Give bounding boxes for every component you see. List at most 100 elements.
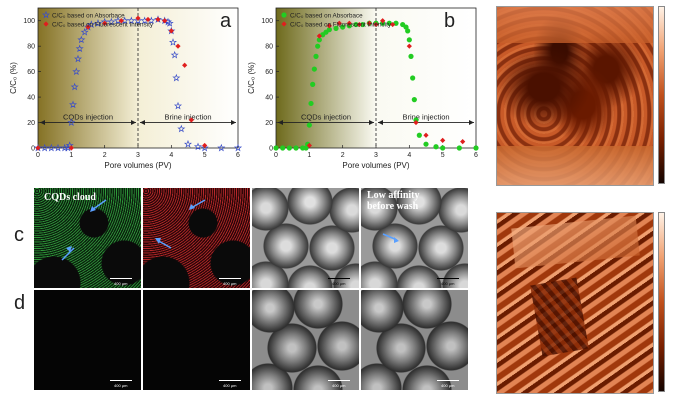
x-axis-label: Pore volumes (PV) <box>104 161 171 170</box>
arrow-head <box>369 120 374 126</box>
data-point <box>145 16 151 23</box>
y-tick-label: 0 <box>269 146 273 153</box>
legend-marker <box>281 12 287 18</box>
data-point <box>200 143 209 152</box>
data-point <box>127 16 136 25</box>
data-point <box>280 145 286 151</box>
micrograph-d-red: 400 μm <box>143 290 250 390</box>
micrograph-d-bright2: 400 μm <box>361 290 468 390</box>
arrow-head <box>40 120 45 126</box>
data-point <box>313 53 319 59</box>
data-point <box>133 16 143 25</box>
data-point <box>473 145 479 151</box>
data-point <box>183 139 193 148</box>
micrograph-c-bright2: Low affinity before wash 400 μm <box>361 188 468 288</box>
data-point <box>273 145 279 151</box>
x-tick-label: 2 <box>341 152 345 159</box>
y-tick-label: 20 <box>265 120 273 127</box>
data-point <box>286 145 292 151</box>
data-point <box>456 145 462 151</box>
y-tick-label: 20 <box>27 120 35 127</box>
x-tick-label: 3 <box>136 152 140 159</box>
data-point <box>293 145 299 151</box>
data-point <box>308 100 314 107</box>
data-point <box>93 19 103 27</box>
legend-label: C/C₀ based on Absorbace <box>52 12 125 19</box>
afm-top-bright-band <box>497 7 653 43</box>
data-point <box>173 101 183 110</box>
data-point <box>155 16 161 23</box>
annotation-cqds-injection: CQDs injection <box>63 113 113 122</box>
data-point <box>68 100 78 109</box>
data-point <box>53 143 63 152</box>
panel-label-a: a <box>220 10 232 32</box>
data-point <box>162 18 168 24</box>
micrograph-c-bright1: 400 μm <box>252 188 359 288</box>
scale-label: 400 μm <box>114 383 128 388</box>
scale-label: 400 μm <box>441 281 455 286</box>
data-point <box>40 143 49 152</box>
data-point <box>85 24 91 30</box>
arrow-head <box>469 120 474 126</box>
data-point <box>340 24 346 30</box>
data-point <box>423 141 429 147</box>
y-tick-label: 40 <box>265 95 273 102</box>
x-tick-label: 2 <box>103 152 107 159</box>
y-tick-label: 60 <box>265 69 273 76</box>
data-point <box>165 19 174 27</box>
x-tick-label: 6 <box>474 152 478 159</box>
data-point <box>168 38 178 46</box>
afm-bottom-dark-crystal <box>530 277 589 357</box>
data-point <box>118 18 124 24</box>
x-tick-label: 0 <box>36 152 40 159</box>
data-point <box>182 62 188 68</box>
afm-image-bottom <box>496 212 654 394</box>
data-point <box>353 21 359 28</box>
data-point <box>67 118 76 126</box>
arrow-head <box>140 120 145 126</box>
x-tick-label: 1 <box>307 152 311 159</box>
data-point <box>170 50 179 59</box>
scale-label: 400 μm <box>223 383 237 388</box>
data-point <box>408 53 414 59</box>
x-tick-label: 4 <box>407 152 411 159</box>
data-point <box>405 28 411 34</box>
scale-label: 400 μm <box>441 383 455 388</box>
micrograph-c-green: CQDs cloud 400 μm <box>34 188 141 288</box>
data-point <box>413 119 419 126</box>
legend-marker <box>281 21 287 27</box>
arrow-head <box>131 120 136 126</box>
annotation-brine-injection: Brine injection <box>402 113 449 122</box>
data-point <box>72 67 81 76</box>
y-tick-label: 0 <box>31 146 35 153</box>
data-point <box>172 73 181 82</box>
data-point <box>411 97 417 103</box>
data-point <box>193 142 203 151</box>
data-point <box>410 75 416 81</box>
panel-label-b: b <box>444 10 456 32</box>
y-tick-label: 100 <box>23 18 35 25</box>
x-tick-label: 6 <box>236 152 240 159</box>
data-point <box>333 25 339 31</box>
data-point <box>68 145 74 151</box>
legend-label: C/C₀ based on Fluorescent Intensity <box>52 21 154 28</box>
x-axis-label: Pore volumes (PV) <box>342 161 409 170</box>
data-point <box>177 124 186 133</box>
micrograph-c-red: 400 μm <box>143 188 250 288</box>
data-point <box>202 142 208 149</box>
x-tick-label: 1 <box>69 152 73 159</box>
x-tick-label: 0 <box>274 152 278 159</box>
data-point <box>75 44 84 53</box>
data-point <box>102 20 108 26</box>
afm-bottom-light-slab <box>510 215 640 269</box>
legend-label: C/C₀ based on Fluorescent Intensity <box>290 21 392 28</box>
low-affinity-label: Low affinity before wash <box>367 190 420 212</box>
data-point <box>433 144 439 150</box>
data-point <box>360 21 366 28</box>
data-point <box>107 17 116 26</box>
data-point <box>87 20 96 28</box>
afm-image-top <box>496 6 654 186</box>
afm-colorbar-top <box>658 6 665 184</box>
